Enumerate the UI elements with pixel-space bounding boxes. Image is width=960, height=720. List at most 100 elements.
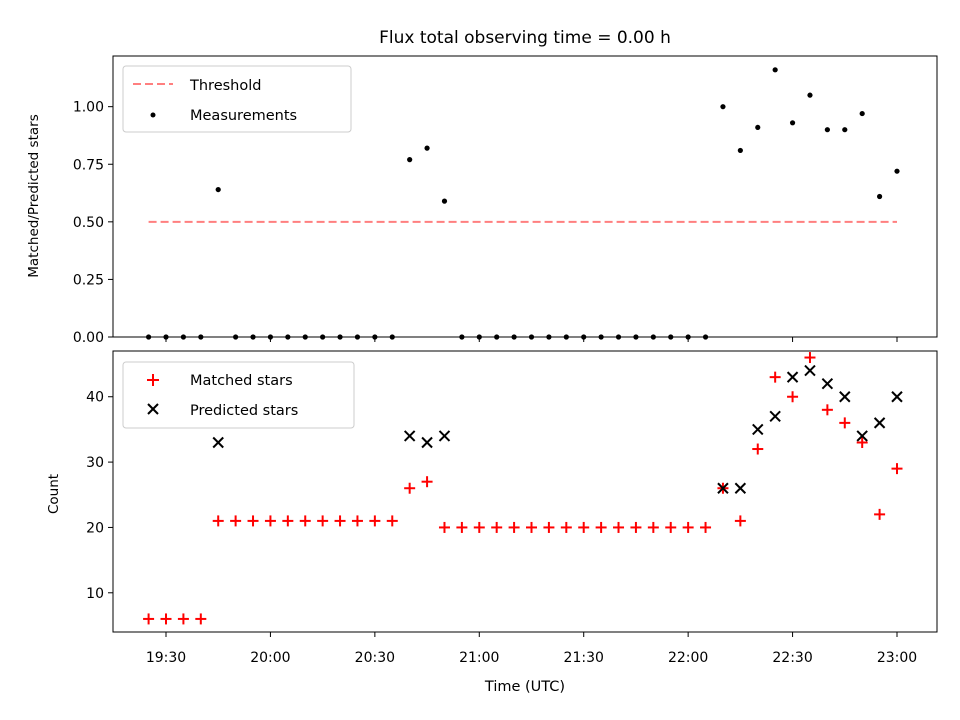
legend-predicted-swatch — [147, 403, 159, 415]
measurement-point — [668, 334, 674, 340]
matched-star-point — [317, 515, 329, 527]
y-tick-label: 20 — [86, 520, 104, 536]
matched-star-point — [856, 436, 868, 448]
x-tick-label: 23:00 — [877, 650, 917, 666]
matched-star-point — [177, 613, 189, 625]
bottom-y-ticks: 10 20 30 40 — [86, 390, 113, 602]
matched-star-point — [526, 521, 537, 533]
matched-star-point — [734, 515, 746, 527]
measurement-point — [633, 334, 639, 340]
measurement-point — [789, 120, 796, 126]
bottom-legend: Matched stars Predicted stars — [122, 361, 355, 429]
predicted-star-point — [891, 391, 903, 403]
measurement-point — [145, 334, 152, 340]
bottom-x-ticks: 19:30 20:00 20:30 21:00 21:30 22:00 22:30 23:00 — [146, 632, 917, 666]
matched-star-point — [769, 371, 781, 383]
measurement-point — [441, 198, 448, 204]
matched-star-point — [143, 613, 155, 625]
x-tick-label: 22:30 — [772, 650, 812, 666]
measurement-point — [285, 334, 291, 340]
bottom-marks — [143, 352, 903, 625]
legend-predicted-label: Predicted stars — [190, 403, 298, 419]
matched-star-point — [160, 613, 172, 625]
measurement-point — [598, 334, 604, 340]
y-tick-label: 30 — [86, 455, 104, 471]
measurement-point — [407, 157, 413, 163]
measurement-point — [876, 193, 883, 200]
bottom-legend-box — [122, 361, 355, 429]
top-marks — [145, 67, 900, 340]
matched-star-point — [351, 515, 363, 527]
predicted-star-point — [403, 430, 416, 442]
x-tick-label: 21:00 — [459, 650, 499, 666]
measurement-point — [807, 92, 813, 98]
predicted-star-point — [873, 417, 886, 429]
measurement-point — [459, 334, 465, 340]
measurement-point — [685, 334, 691, 340]
y-tick-label: 0.50 — [73, 215, 104, 231]
measurement-point — [511, 334, 517, 340]
matched-star-point — [334, 515, 346, 527]
measurement-point — [702, 334, 709, 340]
x-tick-label: 21:30 — [564, 650, 604, 666]
matched-star-point — [491, 521, 503, 533]
matched-star-point — [595, 521, 607, 533]
legend-matched-label: Matched stars — [190, 373, 293, 389]
measurement-point — [546, 334, 552, 340]
matched-star-point — [264, 515, 276, 527]
y-tick-label: 0.75 — [73, 157, 104, 173]
y-tick-label: 10 — [86, 586, 104, 602]
measurement-point — [215, 186, 221, 193]
y-tick-label: 0.00 — [73, 330, 104, 346]
matched-star-point — [700, 521, 712, 533]
top-panel: 0.00 0.25 0.50 0.75 1.00 Matched/Predicted s… — [26, 55, 938, 346]
matched-star-point — [874, 508, 886, 520]
predicted-star-point — [212, 436, 224, 449]
legend-measurements-swatch — [150, 112, 156, 118]
measurement-point — [250, 334, 256, 340]
matched-star-point — [891, 463, 903, 475]
measurement-point — [842, 127, 848, 133]
measurement-point — [494, 334, 500, 340]
measurement-point — [233, 334, 239, 340]
matched-star-point — [647, 521, 659, 533]
measurement-point — [824, 127, 830, 133]
matched-star-point — [821, 404, 833, 416]
matched-star-point — [787, 391, 799, 403]
predicted-star-point — [786, 371, 799, 383]
y-tick-label: 0.25 — [73, 272, 104, 288]
matched-star-point — [299, 515, 311, 527]
measurement-point — [267, 334, 274, 340]
x-tick-label: 20:00 — [250, 650, 290, 666]
bottom-y-axis-label: Count — [46, 474, 62, 514]
chart-title: Flux total observing time = 0.00 h — [379, 28, 671, 48]
measurement-point — [163, 334, 169, 340]
matched-star-point — [665, 521, 677, 533]
measurement-point — [894, 168, 900, 174]
matched-star-point — [473, 521, 485, 533]
measurement-point — [180, 334, 187, 340]
measurement-point — [650, 334, 656, 340]
measurement-point — [737, 147, 743, 154]
measurement-point — [424, 145, 430, 151]
matched-star-point — [613, 521, 625, 533]
matched-star-point — [508, 521, 520, 533]
predicted-star-point — [769, 410, 781, 423]
matched-star-point — [456, 521, 468, 533]
matched-star-point — [421, 476, 433, 488]
x-tick-label: 22:00 — [668, 650, 708, 666]
matched-star-point — [438, 521, 450, 533]
predicted-star-point — [821, 377, 834, 390]
matched-star-point — [369, 515, 381, 527]
legend-measurements-label: Measurements — [190, 108, 297, 124]
measurement-point — [320, 334, 326, 340]
measurement-point — [615, 334, 622, 340]
measurement-point — [372, 334, 378, 340]
x-tick-label: 19:30 — [146, 650, 186, 666]
matched-star-point — [230, 515, 242, 527]
x-tick-label: 20:30 — [355, 650, 395, 666]
matched-star-point — [560, 521, 572, 533]
matched-star-point — [386, 515, 398, 527]
predicted-star-point — [839, 391, 851, 403]
